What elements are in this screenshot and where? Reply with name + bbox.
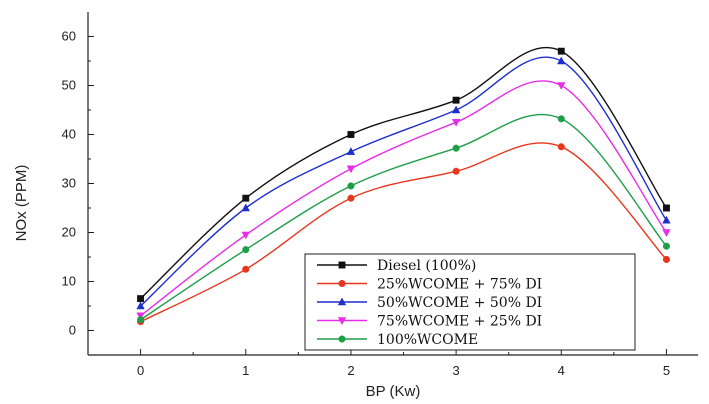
x-tick-label: 2 xyxy=(347,363,354,378)
legend-label: 25%WCOME + 75% DI xyxy=(377,277,542,293)
data-point xyxy=(557,47,565,55)
data-point xyxy=(137,316,145,324)
legend-marker xyxy=(337,317,347,326)
data-point xyxy=(662,255,670,264)
data-point xyxy=(451,105,461,114)
series-line xyxy=(140,113,667,321)
x-tick-label: 5 xyxy=(663,363,670,378)
legend-label: 75%WCOME + 25% DI xyxy=(377,314,542,330)
data-point xyxy=(346,165,356,174)
y-tick-label: 50 xyxy=(62,78,76,93)
data-point xyxy=(557,56,566,65)
legend-label: 50%WCOME + 50% DI xyxy=(377,295,542,311)
axes: 0 10 20 30 40 50 60 0 1 2 3 4 5 xyxy=(62,12,698,378)
data-point xyxy=(452,96,460,104)
y-tick-label: 0 xyxy=(69,323,76,338)
data-point xyxy=(662,215,671,224)
y-tick-label: 60 xyxy=(62,29,76,44)
data-point xyxy=(241,203,250,212)
y-tick-label: 20 xyxy=(62,225,76,240)
x-tick-label: 0 xyxy=(137,363,144,378)
series-line xyxy=(140,56,667,307)
series-3 xyxy=(136,56,671,310)
data-point xyxy=(451,119,461,127)
legend-marker xyxy=(338,335,346,343)
data-point xyxy=(242,246,250,254)
legend: Diesel (100%) 25%WCOME + 75% DI 50%WCOME +… xyxy=(304,253,636,351)
data-point xyxy=(557,82,566,91)
data-point xyxy=(346,147,356,155)
data-point xyxy=(557,143,565,151)
y-axis-title: NOx (PPM) xyxy=(13,165,30,242)
legend-label: Diesel (100%) xyxy=(377,258,476,274)
legend-marker xyxy=(338,279,346,288)
series-layer xyxy=(136,46,671,326)
data-point xyxy=(662,204,670,212)
data-point xyxy=(347,194,355,202)
x-tick-label: 1 xyxy=(242,363,249,378)
legend-marker xyxy=(337,297,347,306)
x-axis-title: BP (Kw) xyxy=(366,383,421,400)
x-tick-label: 4 xyxy=(558,363,565,378)
series-5 xyxy=(137,113,670,324)
series-line xyxy=(140,80,667,317)
legend-label: 100%WCOME xyxy=(377,332,478,348)
data-point xyxy=(452,167,460,175)
data-point xyxy=(557,115,565,123)
data-point xyxy=(662,242,670,250)
data-point xyxy=(452,144,460,152)
y-tick-label: 30 xyxy=(62,176,76,191)
data-point xyxy=(347,182,355,190)
data-point xyxy=(136,301,145,310)
series-line xyxy=(140,142,667,323)
data-point xyxy=(242,265,250,273)
data-point xyxy=(241,231,250,240)
y-tick-label: 40 xyxy=(62,127,76,142)
data-point xyxy=(662,229,671,238)
y-tick-label: 10 xyxy=(62,274,76,289)
data-point xyxy=(137,295,145,303)
data-point xyxy=(242,194,250,202)
series-1 xyxy=(137,46,670,303)
x-tick-label: 3 xyxy=(452,363,459,378)
data-point xyxy=(347,131,355,138)
series-line xyxy=(140,46,667,300)
legend-marker xyxy=(338,261,346,269)
